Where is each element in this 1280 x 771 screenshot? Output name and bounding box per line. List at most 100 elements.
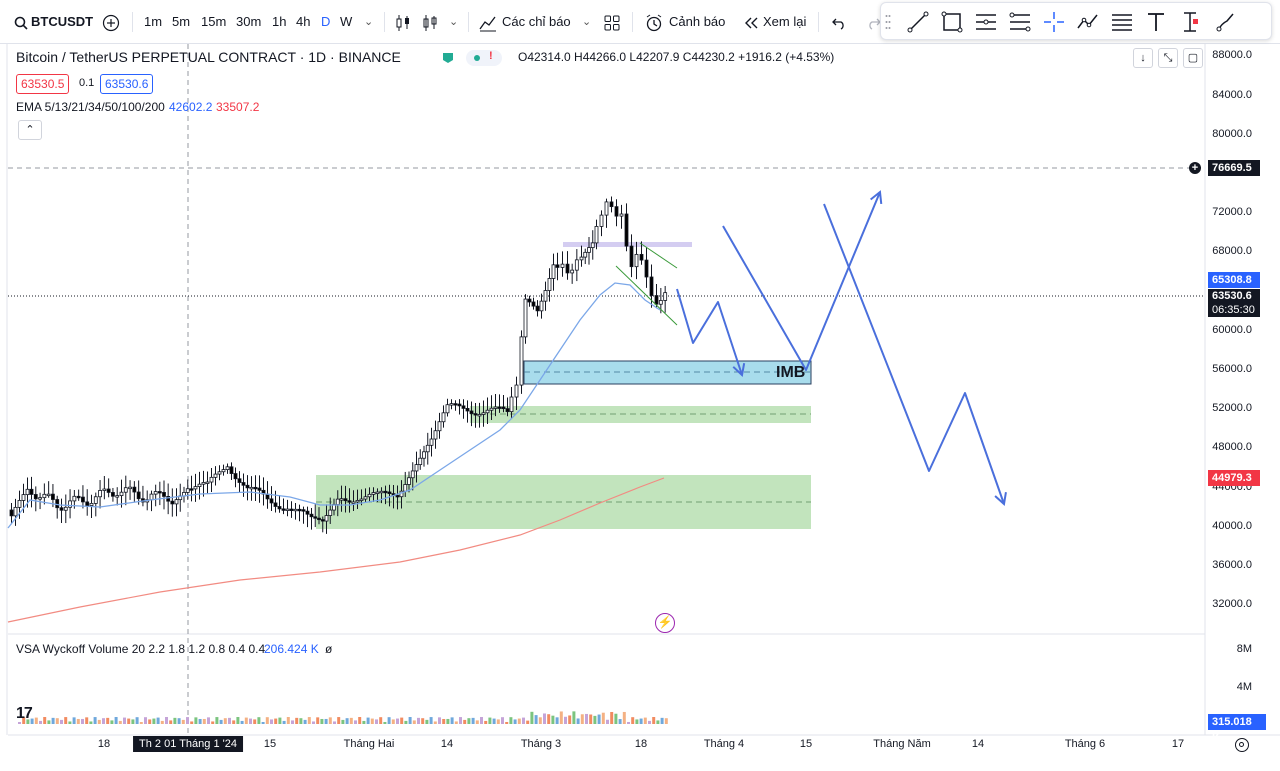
vsa-value: 206.424 K <box>264 642 319 656</box>
volume-bar <box>110 720 114 724</box>
volume-bar <box>618 719 622 724</box>
volume-bar <box>660 717 664 724</box>
crosshair-icon[interactable] <box>1041 9 1067 35</box>
candle-body <box>51 493 55 500</box>
compare-add-icon[interactable] <box>102 10 120 34</box>
settings-gear-icon[interactable] <box>1235 738 1249 752</box>
rectangle-icon[interactable] <box>939 9 965 35</box>
volume-bar <box>622 711 626 724</box>
candle-body <box>132 486 137 493</box>
symbol-search-icon[interactable] <box>14 10 28 34</box>
time-axis-label: Tháng 3 <box>520 738 562 750</box>
volume-bar <box>93 717 97 724</box>
anchor-icon[interactable] <box>1177 9 1203 35</box>
volume-bar <box>265 717 269 724</box>
tf-dropdown-chevron-icon[interactable]: ⌄ <box>364 16 374 28</box>
candle-body <box>102 488 107 491</box>
candle-body <box>355 500 360 503</box>
volume-bar <box>631 717 635 724</box>
chart-canvas[interactable] <box>0 44 1280 771</box>
volume-bar <box>207 717 210 724</box>
candle-body <box>85 501 90 506</box>
volume-bar <box>429 717 433 724</box>
candle-body <box>614 206 619 217</box>
candle-body <box>237 478 242 483</box>
channel-line-upper <box>639 242 678 269</box>
volume-bar <box>114 717 118 724</box>
replay-button[interactable]: Xem lại <box>763 14 807 29</box>
tradingview-logo-icon[interactable]: 17 <box>16 705 33 722</box>
text-icon[interactable] <box>1143 9 1169 35</box>
collapse-legend-chevron-up-icon[interactable]: ⌃ <box>18 120 42 140</box>
imb-annotation[interactable]: IMB <box>776 364 806 381</box>
templates-grid-icon[interactable] <box>604 10 620 34</box>
candle-body <box>174 499 179 505</box>
lines-icon[interactable] <box>1109 9 1135 35</box>
indicators-chevron-icon[interactable]: ⌄ <box>582 16 592 28</box>
candle-body <box>634 253 639 268</box>
volume-bar <box>173 717 177 724</box>
pitchfork-icon[interactable] <box>1007 9 1033 35</box>
symbol-label[interactable]: BTCUSDT <box>31 14 94 29</box>
ask-price-box[interactable]: 63530.6 <box>100 74 154 94</box>
candle-body <box>403 484 408 492</box>
flag-icon[interactable] <box>443 53 453 63</box>
bid-price-box[interactable]: 63530.5 <box>16 74 70 94</box>
drag-handle-icon[interactable] <box>885 9 891 35</box>
volume-bar <box>160 720 164 724</box>
indicators-icon[interactable] <box>479 10 497 34</box>
volume-bar <box>396 718 399 724</box>
market-status-badge[interactable]: ! <box>466 50 502 66</box>
tf-w[interactable]: W <box>340 14 353 29</box>
tf-d[interactable]: D <box>321 14 331 29</box>
maximize-pane-icon[interactable]: ▢ <box>1183 48 1203 68</box>
volume-bar <box>606 719 609 724</box>
tf-15m[interactable]: 15m <box>201 14 227 29</box>
tf-30m[interactable]: 30m <box>236 14 262 29</box>
candle-body <box>9 509 14 517</box>
undo-icon[interactable] <box>831 10 847 34</box>
lightning-icon[interactable]: ⚡ <box>655 613 675 633</box>
time-axis-label: 15 <box>263 738 277 750</box>
candle-body <box>324 515 329 522</box>
candle-body <box>395 495 400 498</box>
chart-type-chevron-icon[interactable]: ⌄ <box>449 16 459 28</box>
tf-5m[interactable]: 5m <box>172 14 191 29</box>
tf-4h[interactable]: 4h <box>296 14 311 29</box>
candle-body <box>363 496 368 500</box>
indicators-button[interactable]: Các chỉ báo <box>502 14 571 29</box>
candle-body <box>649 276 654 296</box>
candle-body <box>629 245 634 268</box>
candle-body <box>305 510 310 515</box>
volume-bar <box>345 718 349 724</box>
tf-1m[interactable]: 1m <box>144 14 163 29</box>
candle-body <box>609 201 614 208</box>
volume-bar <box>18 722 21 724</box>
candles-type-icon[interactable] <box>395 10 411 34</box>
candle-body <box>418 457 423 466</box>
path-icon[interactable] <box>1075 9 1101 35</box>
chart-area[interactable]: Bitcoin / TetherUS PERPETUAL CONTRACT · … <box>0 44 1280 771</box>
volume-bar <box>454 721 458 724</box>
trend-line-icon[interactable] <box>905 9 931 35</box>
tf-1h[interactable]: 1h <box>272 14 287 29</box>
volume-bar <box>459 717 462 724</box>
alert-button[interactable]: Cảnh báo <box>669 14 726 29</box>
candle-body <box>587 247 591 253</box>
candle-body <box>493 406 498 409</box>
fib-icon[interactable] <box>973 9 999 35</box>
status-dot-icon <box>474 55 480 61</box>
candle-body <box>197 483 202 488</box>
crosshair-plus-icon[interactable]: + <box>1189 162 1201 174</box>
brush-icon[interactable] <box>1213 9 1239 35</box>
fullscreen-icon[interactable]: ⤡ <box>1158 48 1178 68</box>
volume-bar <box>379 717 383 724</box>
bars-type-icon[interactable] <box>422 10 438 34</box>
alert-clock-icon[interactable] <box>645 10 663 34</box>
candle-body <box>217 471 222 475</box>
arrow-down-icon[interactable]: ↓ <box>1133 48 1153 68</box>
volume-bar <box>328 717 332 724</box>
volume-bar <box>534 715 538 724</box>
replay-icon[interactable] <box>743 10 759 34</box>
candle-body <box>253 486 258 490</box>
